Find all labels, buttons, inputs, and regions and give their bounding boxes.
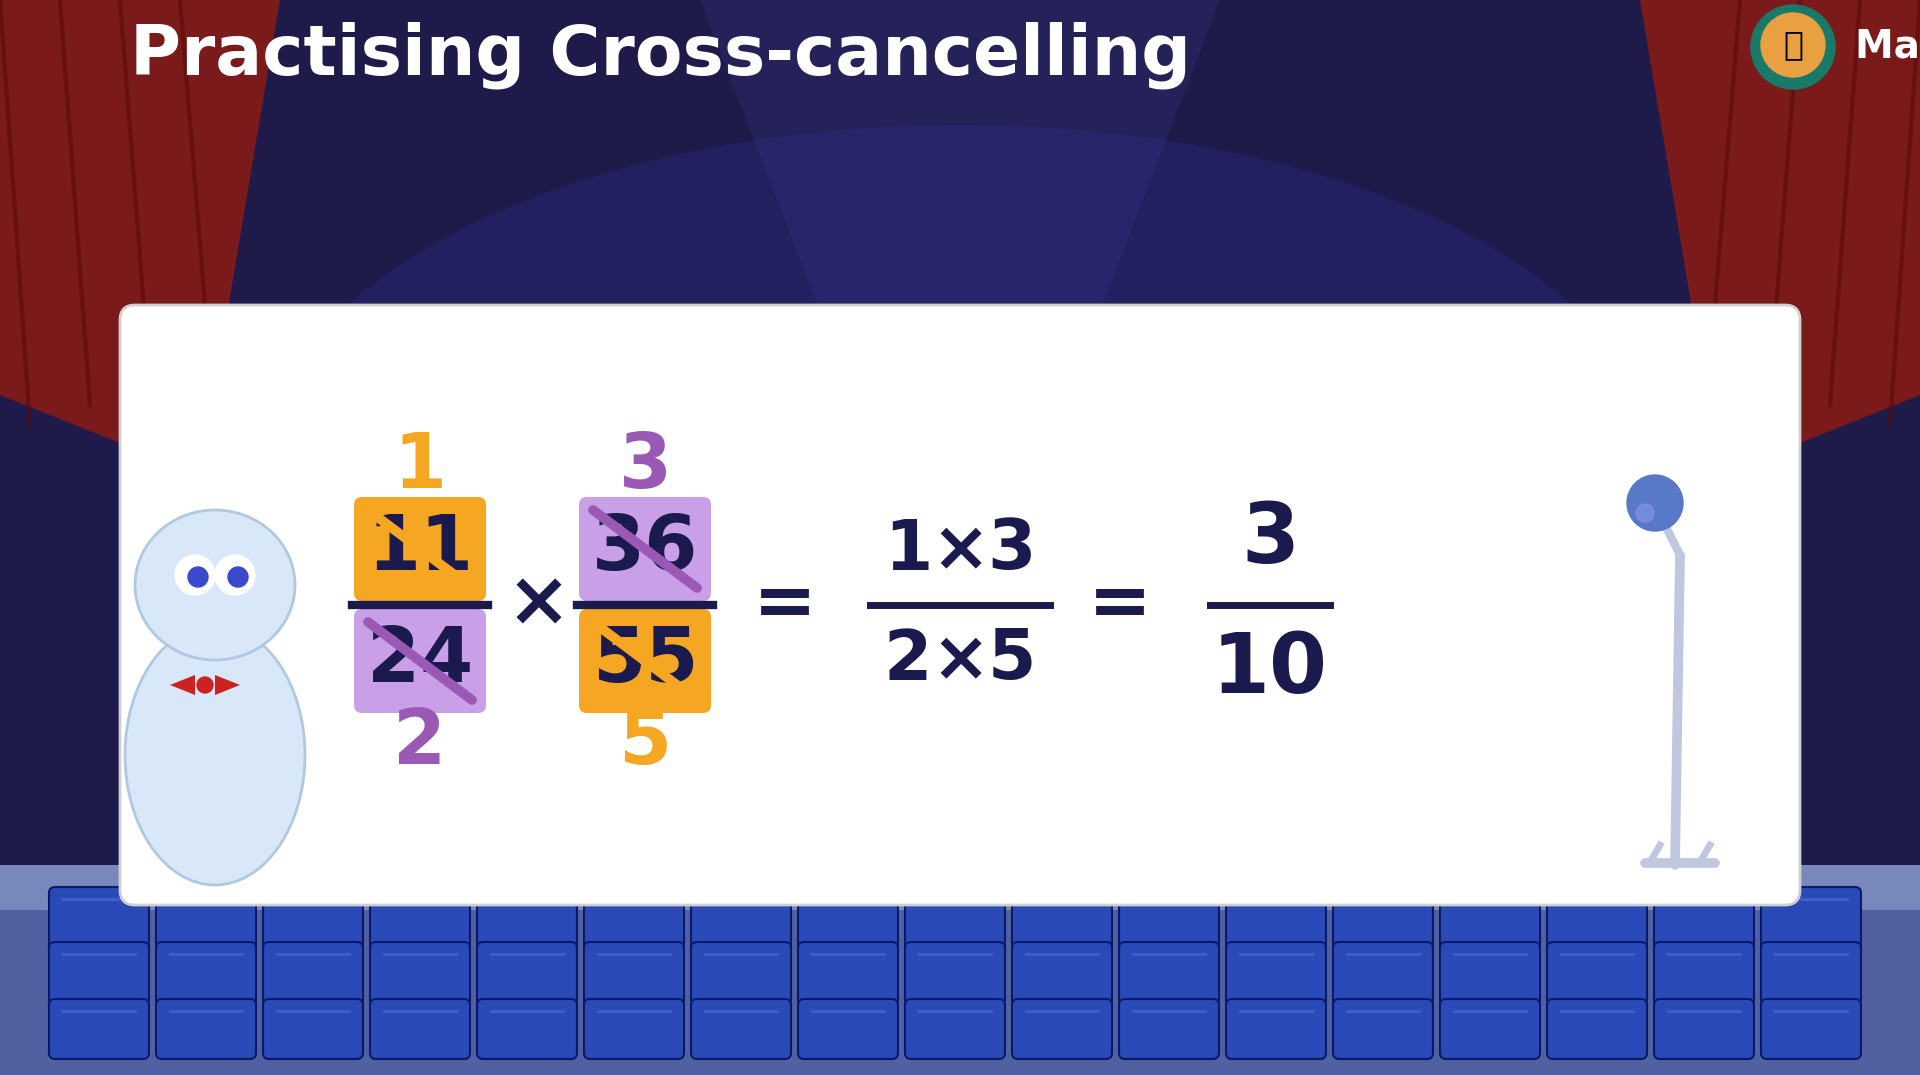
Bar [0,911,1920,1075]
Text: Practising Cross-cancelling: Practising Cross-cancelling [129,22,1190,89]
FancyBboxPatch shape [263,887,363,951]
Polygon shape [1640,0,1920,475]
FancyBboxPatch shape [50,887,150,951]
FancyBboxPatch shape [580,610,710,713]
FancyBboxPatch shape [353,497,486,601]
Text: =: = [753,568,818,642]
FancyBboxPatch shape [1119,999,1219,1059]
FancyBboxPatch shape [371,999,470,1059]
Text: 5: 5 [618,706,672,780]
Circle shape [198,677,213,693]
FancyBboxPatch shape [353,610,486,713]
Text: 5: 5 [987,627,1037,693]
Text: 3: 3 [987,516,1037,584]
FancyBboxPatch shape [50,999,150,1059]
FancyBboxPatch shape [691,942,791,1006]
FancyBboxPatch shape [904,942,1004,1006]
FancyBboxPatch shape [799,887,899,951]
Polygon shape [171,675,196,696]
FancyBboxPatch shape [1761,942,1860,1006]
FancyBboxPatch shape [1332,999,1432,1059]
Text: ×: × [507,568,570,642]
FancyBboxPatch shape [904,887,1004,951]
FancyBboxPatch shape [1653,942,1755,1006]
FancyBboxPatch shape [1012,999,1112,1059]
FancyBboxPatch shape [691,999,791,1059]
Text: 3: 3 [1240,500,1300,580]
Text: 24: 24 [367,624,472,698]
Ellipse shape [134,510,296,660]
FancyBboxPatch shape [1548,999,1647,1059]
FancyBboxPatch shape [0,865,1920,915]
FancyBboxPatch shape [1440,942,1540,1006]
Text: 36: 36 [591,512,699,586]
FancyBboxPatch shape [1227,942,1327,1006]
Ellipse shape [125,625,305,885]
Circle shape [188,567,207,587]
Text: 2: 2 [394,706,447,780]
Circle shape [1636,504,1653,522]
FancyBboxPatch shape [691,887,791,951]
Circle shape [1626,475,1684,531]
FancyBboxPatch shape [904,999,1004,1059]
Text: 11: 11 [367,512,472,586]
FancyBboxPatch shape [1332,887,1432,951]
FancyBboxPatch shape [119,305,1801,905]
Text: ×: × [931,627,989,693]
Text: ×: × [931,516,989,584]
Polygon shape [0,0,280,475]
FancyBboxPatch shape [1548,887,1647,951]
Circle shape [228,567,248,587]
FancyBboxPatch shape [1440,887,1540,951]
FancyBboxPatch shape [584,887,684,951]
Polygon shape [215,675,240,696]
FancyBboxPatch shape [584,999,684,1059]
Ellipse shape [259,125,1661,825]
FancyBboxPatch shape [476,999,578,1059]
FancyBboxPatch shape [1761,999,1860,1059]
FancyBboxPatch shape [1332,942,1432,1006]
FancyBboxPatch shape [156,887,255,951]
Circle shape [1761,13,1826,77]
Circle shape [215,555,255,594]
FancyBboxPatch shape [1119,942,1219,1006]
FancyBboxPatch shape [1227,887,1327,951]
Text: 1: 1 [394,430,447,504]
FancyBboxPatch shape [1012,942,1112,1006]
FancyBboxPatch shape [50,942,150,1006]
FancyBboxPatch shape [1548,942,1647,1006]
FancyBboxPatch shape [799,999,899,1059]
FancyBboxPatch shape [799,942,899,1006]
FancyBboxPatch shape [371,887,470,951]
FancyBboxPatch shape [263,999,363,1059]
FancyBboxPatch shape [584,942,684,1006]
FancyBboxPatch shape [1227,999,1327,1059]
FancyBboxPatch shape [1440,999,1540,1059]
Circle shape [1751,5,1836,89]
FancyBboxPatch shape [1012,887,1112,951]
FancyBboxPatch shape [1653,887,1755,951]
Text: 10: 10 [1212,630,1329,711]
Text: =: = [1089,568,1152,642]
FancyBboxPatch shape [263,942,363,1006]
FancyBboxPatch shape [580,497,710,601]
Circle shape [175,555,215,594]
FancyBboxPatch shape [156,999,255,1059]
Text: 1: 1 [883,516,931,584]
FancyBboxPatch shape [156,942,255,1006]
Text: 55: 55 [591,624,699,698]
FancyBboxPatch shape [371,942,470,1006]
Text: 3: 3 [618,430,672,504]
FancyBboxPatch shape [476,942,578,1006]
Polygon shape [701,0,1219,675]
Text: 🦊: 🦊 [1784,29,1803,61]
FancyBboxPatch shape [1653,999,1755,1059]
FancyBboxPatch shape [1761,887,1860,951]
Text: Maths Angel: Maths Angel [1855,28,1920,66]
FancyBboxPatch shape [476,887,578,951]
Text: 2: 2 [883,627,933,693]
FancyBboxPatch shape [1119,887,1219,951]
